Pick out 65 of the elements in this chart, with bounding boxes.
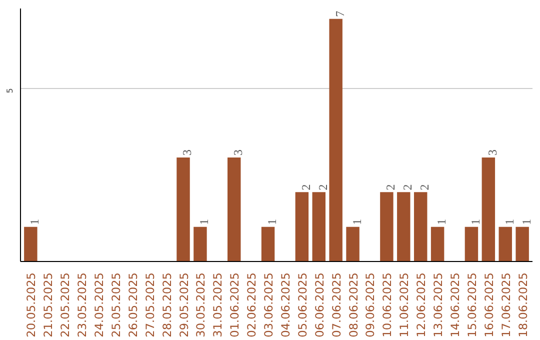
data-label: 1 bbox=[502, 218, 516, 225]
x-tick-label: 03.06.2025 bbox=[262, 272, 276, 338]
bar bbox=[176, 158, 190, 262]
x-tick-label: 06.06.2025 bbox=[312, 272, 326, 338]
x-tick-label: 04.06.2025 bbox=[278, 272, 292, 338]
x-tick-label: 11.06.2025 bbox=[397, 272, 412, 338]
bar bbox=[346, 226, 360, 262]
x-tick-label: 07.06.2025 bbox=[329, 272, 344, 338]
bar bbox=[228, 158, 241, 262]
data-label: 2 bbox=[316, 184, 330, 190]
x-tick-label: 24.05.2025 bbox=[92, 272, 106, 338]
bar bbox=[397, 192, 410, 262]
x-tick-label: 01.06.2025 bbox=[228, 272, 242, 338]
x-tick-label: 25.05.2025 bbox=[108, 272, 123, 338]
x-tick-label: 30.05.2025 bbox=[194, 272, 208, 338]
bar bbox=[482, 158, 496, 262]
data-label: 1 bbox=[468, 218, 482, 225]
data-label: 1 bbox=[350, 218, 364, 225]
data-label: 2 bbox=[298, 184, 313, 190]
bar bbox=[380, 192, 394, 262]
bar bbox=[516, 226, 529, 262]
x-tick-label: 28.05.2025 bbox=[160, 272, 174, 338]
x-tick-label: 20.05.2025 bbox=[24, 272, 38, 338]
data-label: 1 bbox=[434, 218, 449, 225]
data-label: 2 bbox=[400, 184, 415, 190]
bar bbox=[24, 226, 38, 262]
x-tick-label: 31.05.2025 bbox=[210, 272, 225, 338]
y-tick-label: 5 bbox=[6, 88, 14, 94]
x-tick-label: 09.06.2025 bbox=[363, 272, 378, 338]
x-tick-label: 22.05.2025 bbox=[58, 272, 72, 338]
x-tick-label: 27.05.2025 bbox=[142, 272, 157, 338]
bar bbox=[414, 192, 428, 262]
x-tick-label: 23.05.2025 bbox=[75, 272, 90, 338]
x-tick-label: 17.06.2025 bbox=[498, 272, 513, 338]
data-label: 3 bbox=[231, 150, 246, 156]
bar bbox=[261, 226, 275, 262]
data-label: 2 bbox=[418, 184, 432, 190]
x-tick-label: 05.06.2025 bbox=[295, 272, 310, 338]
x-tick-label: 18.06.2025 bbox=[516, 272, 530, 338]
bar bbox=[430, 226, 444, 262]
data-label: 2 bbox=[384, 184, 398, 190]
x-tick-label: 13.06.2025 bbox=[431, 272, 446, 338]
data-label: 7 bbox=[332, 10, 347, 17]
data-label: 3 bbox=[485, 150, 500, 156]
bar bbox=[464, 226, 478, 262]
bar bbox=[312, 192, 326, 262]
x-tick-label: 29.05.2025 bbox=[176, 272, 191, 338]
x-tick-label: 08.06.2025 bbox=[346, 272, 360, 338]
data-label: 3 bbox=[180, 150, 194, 156]
x-tick-label: 14.06.2025 bbox=[448, 272, 462, 338]
data-label: 1 bbox=[197, 218, 212, 225]
data-label: 1 bbox=[519, 218, 534, 225]
bar bbox=[295, 192, 309, 262]
data-label: 1 bbox=[265, 218, 280, 225]
bar bbox=[194, 226, 207, 262]
x-tick-label: 16.06.2025 bbox=[482, 272, 496, 338]
x-tick-label: 10.06.2025 bbox=[380, 272, 394, 338]
x-tick-label: 15.06.2025 bbox=[464, 272, 479, 338]
bar bbox=[329, 18, 342, 262]
x-tick-label: 26.05.2025 bbox=[126, 272, 140, 338]
x-tick-label: 12.06.2025 bbox=[414, 272, 428, 338]
x-tick-label: 21.05.2025 bbox=[41, 272, 56, 338]
bar bbox=[498, 226, 512, 262]
data-label: 1 bbox=[28, 218, 42, 225]
x-tick-label: 02.06.2025 bbox=[244, 272, 259, 338]
